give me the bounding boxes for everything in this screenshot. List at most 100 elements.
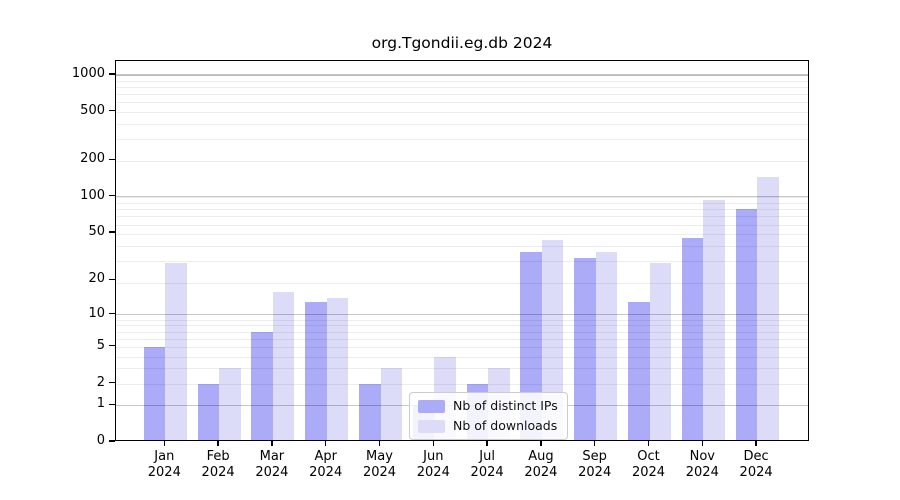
x-tick-month: Nov	[689, 449, 715, 464]
bar-downloads	[380, 368, 402, 440]
x-tick-mark	[325, 441, 327, 446]
bar-distinct-ips	[251, 331, 273, 440]
bar-downloads	[165, 263, 187, 440]
y-tick-mark	[109, 381, 115, 384]
x-tick-label: Nov 2024	[674, 449, 730, 480]
x-tick-label: Dec 2024	[728, 449, 784, 480]
legend-label-downloads: Nb of downloads	[453, 418, 558, 433]
gridline-minor	[116, 111, 808, 113]
y-tick-mark	[109, 345, 115, 347]
x-tick-mark	[432, 441, 434, 446]
y-tick-mark	[109, 278, 115, 280]
gridline-minor	[116, 216, 808, 218]
x-tick-year: 2024	[631, 464, 666, 480]
bar-distinct-ips	[305, 301, 327, 440]
x-tick-label: Jun 2024	[405, 449, 461, 480]
gridline-minor	[116, 160, 808, 162]
gridline-minor	[116, 197, 808, 199]
gridline-minor	[116, 139, 808, 140]
x-tick-label: May 2024	[352, 449, 408, 480]
y-tick-label: 20	[88, 271, 105, 287]
x-tick-mark	[486, 441, 488, 446]
y-tick-mark	[109, 195, 115, 197]
x-tick-label: Mar 2024	[244, 449, 300, 480]
legend-item-downloads: Nb of downloads	[418, 419, 558, 433]
x-tick-month: May	[366, 449, 393, 464]
gridline-major	[116, 74, 808, 76]
gridline-minor	[116, 246, 808, 247]
x-tick-mark	[271, 441, 273, 446]
x-tick-month: Mar	[259, 449, 285, 464]
y-tick-mark	[109, 440, 115, 442]
bar-downloads	[272, 291, 295, 440]
x-tick-month: Jan	[154, 449, 175, 464]
bar-downloads	[595, 251, 618, 440]
gridline-minor	[116, 234, 808, 236]
bar-distinct-ips	[681, 237, 704, 440]
y-tick-label: 1	[96, 396, 105, 412]
gridline-minor	[116, 356, 808, 358]
gridline-minor	[116, 325, 808, 327]
x-tick-label: Jul 2024	[459, 449, 515, 480]
bar-distinct-ips	[735, 209, 758, 440]
y-tick-label: 1000	[71, 66, 105, 81]
x-tick-year: 2024	[416, 464, 450, 480]
gridline-minor	[116, 80, 808, 82]
x-tick-label: Aug 2024	[513, 449, 569, 480]
y-tick-mark	[109, 73, 115, 75]
y-tick-mark	[109, 231, 115, 233]
bar-downloads	[541, 239, 564, 440]
x-tick-label: Sep 2024	[567, 449, 623, 480]
bar-downloads	[326, 298, 349, 440]
x-tick-mark	[701, 441, 703, 446]
bar-downloads	[703, 200, 725, 440]
y-tick-label: 2	[96, 374, 105, 390]
x-tick-month: Dec	[743, 449, 769, 464]
gridline-minor	[116, 209, 808, 211]
gridline-minor	[116, 261, 808, 263]
legend-swatch-downloads-icon	[418, 419, 445, 433]
chart-title: org.Tgondii.eg.db 2024	[371, 34, 553, 52]
x-tick-year: 2024	[255, 464, 289, 480]
y-tick-label: 10	[88, 305, 105, 321]
x-tick-year: 2024	[201, 464, 235, 480]
x-tick-mark	[594, 441, 596, 446]
x-tick-label: Apr 2024	[298, 449, 354, 480]
x-tick-year: 2024	[524, 464, 558, 480]
bar-distinct-ips	[574, 257, 596, 440]
x-tick-mark	[540, 441, 542, 446]
y-tick-label: 200	[80, 151, 105, 167]
x-tick-year: 2024	[309, 464, 343, 480]
gridline-minor	[116, 346, 808, 348]
gridline-major	[116, 313, 808, 316]
x-tick-year: 2024	[147, 464, 181, 480]
gridline-minor	[116, 338, 808, 340]
y-tick-label: 50	[88, 224, 105, 240]
y-tick-label: 0	[96, 433, 105, 448]
gridline-minor	[116, 75, 808, 77]
x-tick-month: Aug	[528, 449, 554, 464]
gridline-minor	[116, 123, 808, 125]
x-tick-year: 2024	[470, 464, 504, 480]
bar-distinct-ips	[197, 383, 220, 440]
y-tick-mark	[109, 110, 115, 112]
bar-downloads	[649, 263, 671, 440]
y-tick-mark	[109, 403, 115, 405]
x-tick-label: Feb 2024	[190, 449, 246, 480]
legend: Nb of distinct IPs Nb of downloads	[409, 392, 568, 440]
x-tick-mark	[378, 441, 381, 446]
x-tick-month: Jun	[423, 449, 444, 464]
gridline-minor	[116, 203, 808, 204]
x-tick-mark	[217, 441, 219, 446]
gridline-minor	[116, 331, 808, 333]
x-tick-year: 2024	[578, 464, 612, 480]
x-tick-label: Jan 2024	[136, 449, 192, 480]
gridline-minor	[116, 102, 808, 104]
y-tick-mark	[109, 158, 115, 160]
x-tick-mark	[163, 441, 165, 446]
x-tick-mark	[755, 441, 757, 446]
legend-label-distinct-ips: Nb of distinct IPs	[453, 398, 558, 413]
bar-downloads	[219, 368, 241, 440]
gridline-minor	[116, 86, 808, 88]
